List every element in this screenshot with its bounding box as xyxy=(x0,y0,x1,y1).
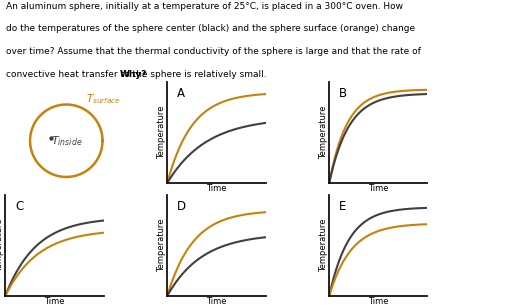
Y-axis label: Temperature: Temperature xyxy=(157,219,166,272)
Text: B: B xyxy=(339,87,347,100)
Text: A: A xyxy=(177,87,185,100)
Text: $T_{surface}$: $T_{surface}$ xyxy=(87,92,121,106)
Text: convective heat transfer to the sphere is relatively small.: convective heat transfer to the sphere i… xyxy=(6,70,270,79)
Text: $T_{inside}$: $T_{inside}$ xyxy=(51,134,83,148)
Text: C: C xyxy=(15,200,23,213)
X-axis label: Time: Time xyxy=(44,297,65,305)
Text: D: D xyxy=(177,200,186,213)
Y-axis label: Temperature: Temperature xyxy=(0,219,4,272)
Y-axis label: Temperature: Temperature xyxy=(157,106,166,160)
X-axis label: Time: Time xyxy=(206,297,227,305)
Text: Why?: Why? xyxy=(119,70,147,79)
Text: over time? Assume that the thermal conductivity of the sphere is large and that : over time? Assume that the thermal condu… xyxy=(6,47,421,56)
Text: do the temperatures of the sphere center (black) and the sphere surface (orange): do the temperatures of the sphere center… xyxy=(6,24,415,34)
Text: An aluminum sphere, initially at a temperature of 25°C, is placed in a 300°C ove: An aluminum sphere, initially at a tempe… xyxy=(6,2,404,11)
Y-axis label: Temperature: Temperature xyxy=(319,106,328,160)
Y-axis label: Temperature: Temperature xyxy=(319,219,328,272)
X-axis label: Time: Time xyxy=(368,297,389,305)
Text: E: E xyxy=(339,200,346,213)
X-axis label: Time: Time xyxy=(368,185,389,193)
X-axis label: Time: Time xyxy=(206,185,227,193)
